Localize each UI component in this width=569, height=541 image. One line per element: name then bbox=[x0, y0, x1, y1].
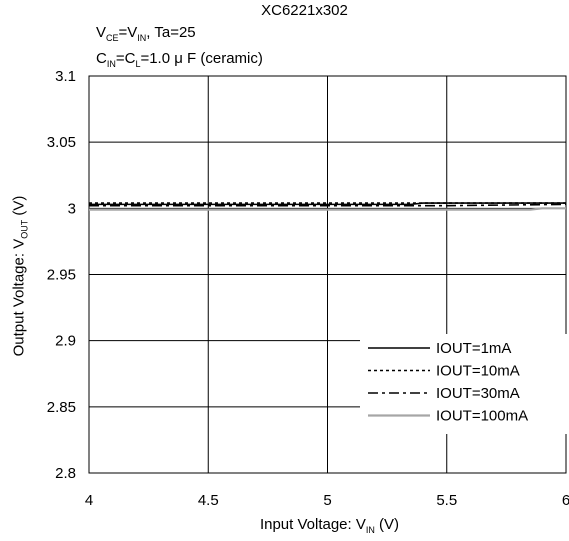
condition-line-2: CIN=CL=1.0 μ F (ceramic) bbox=[96, 50, 263, 69]
x-tick-label: 4 bbox=[85, 492, 93, 509]
x-tick-label: 4.5 bbox=[198, 492, 219, 509]
legend-label: IOUT=100mA bbox=[436, 408, 528, 425]
chart-title: XC6221x302 bbox=[261, 2, 348, 19]
y-tick-label: 2.95 bbox=[47, 267, 76, 284]
legend-box bbox=[360, 334, 569, 434]
y-tick-label: 3 bbox=[68, 200, 76, 217]
legend-label: IOUT=1mA bbox=[436, 340, 511, 357]
x-tick-label: 5 bbox=[323, 492, 331, 509]
plot-frame bbox=[88, 75, 567, 474]
series-line bbox=[89, 203, 567, 207]
x-tick-label: 6 bbox=[562, 492, 569, 509]
y-axis-label: Output Voltage: VOUT (V) bbox=[10, 195, 30, 357]
series-line bbox=[89, 207, 566, 211]
y-tick-label: 3.05 bbox=[47, 134, 76, 151]
y-tick-label: 2.8 bbox=[55, 465, 76, 482]
x-axis-label: Input Voltage: VIN (V) bbox=[259, 516, 400, 535]
y-tick-label: 2.85 bbox=[47, 399, 76, 416]
y-tick-label: 2.9 bbox=[55, 333, 76, 350]
condition-line-1: VCE=VIN, Ta=25 bbox=[96, 24, 196, 43]
legend-label: IOUT=10mA bbox=[436, 363, 520, 380]
y-tick-label: 3.1 bbox=[55, 68, 76, 85]
series-line bbox=[89, 202, 566, 206]
x-tick-label: 5.5 bbox=[436, 492, 457, 509]
legend-label: IOUT=30mA bbox=[436, 385, 520, 402]
